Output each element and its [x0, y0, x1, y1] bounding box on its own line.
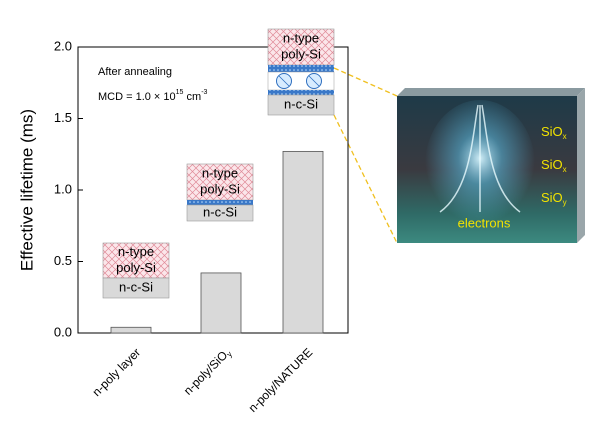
oxide-layer: [187, 200, 253, 205]
layer-label: n-c-Si: [203, 204, 237, 219]
y-tick-label: 0.5: [54, 253, 72, 268]
substrate-layer: [102, 277, 170, 299]
x-tick-label: n-poly/SiOy: [181, 345, 234, 398]
illustration: [397, 88, 585, 243]
annotation: After annealing: [98, 66, 172, 78]
layer-label: n-type: [202, 165, 238, 180]
category-text: n-poly/NATURE: [246, 345, 316, 415]
poly-si-layer: [186, 163, 254, 201]
annotation: MCD = 1.0 × 1015 cm-3: [98, 89, 208, 103]
oxide-layer: [268, 90, 334, 95]
y-tick-label: 2.0: [54, 38, 72, 53]
y-tick-label: 1.0: [54, 181, 72, 196]
poly-si-layer: [102, 242, 170, 279]
y-tick-label: 0.0: [54, 324, 72, 339]
layer-subscript: y: [563, 198, 567, 207]
layer-subscript: x: [563, 165, 567, 174]
layer-text: SiO: [541, 124, 563, 139]
zoom-lines: [333, 67, 398, 244]
layer-label: n-c-Si: [119, 279, 153, 294]
bar: [110, 326, 152, 334]
bar: [282, 150, 324, 334]
x-tick-label: n-poly layer: [90, 345, 144, 399]
y-axis-label: Effective lifetime (ms): [17, 109, 36, 271]
layer-label: n-type: [118, 244, 154, 259]
sphere-cross: [278, 75, 290, 87]
layer-label: poly-Si: [281, 46, 321, 61]
layer-text: SiO: [541, 157, 563, 172]
layer-name: SiOy: [541, 190, 567, 207]
layer-label: poly-Si: [200, 181, 240, 196]
substrate-layer: [267, 94, 335, 116]
layer-name: SiOx: [541, 124, 567, 141]
category-subscript: y: [225, 350, 234, 359]
bar: [200, 272, 242, 334]
layer-label: poly-Si: [116, 260, 156, 275]
x-tick-label: n-poly/NATURE: [246, 345, 316, 415]
layer-text: SiO: [541, 190, 563, 205]
sphere-cross: [308, 75, 320, 87]
oxide-layer: [268, 65, 334, 72]
layer-name: SiOx: [541, 157, 567, 174]
layer-subscript: x: [563, 132, 567, 141]
category-text: n-poly/SiO: [181, 348, 231, 398]
poly-si-layer: [267, 28, 335, 66]
caption: electrons: [458, 215, 511, 230]
category-text: n-poly layer: [90, 345, 144, 399]
layer-label: n-type: [283, 30, 319, 45]
y-tick-label: 1.5: [54, 110, 72, 125]
substrate-layer: [186, 204, 254, 222]
layer-label: n-c-Si: [284, 96, 318, 111]
